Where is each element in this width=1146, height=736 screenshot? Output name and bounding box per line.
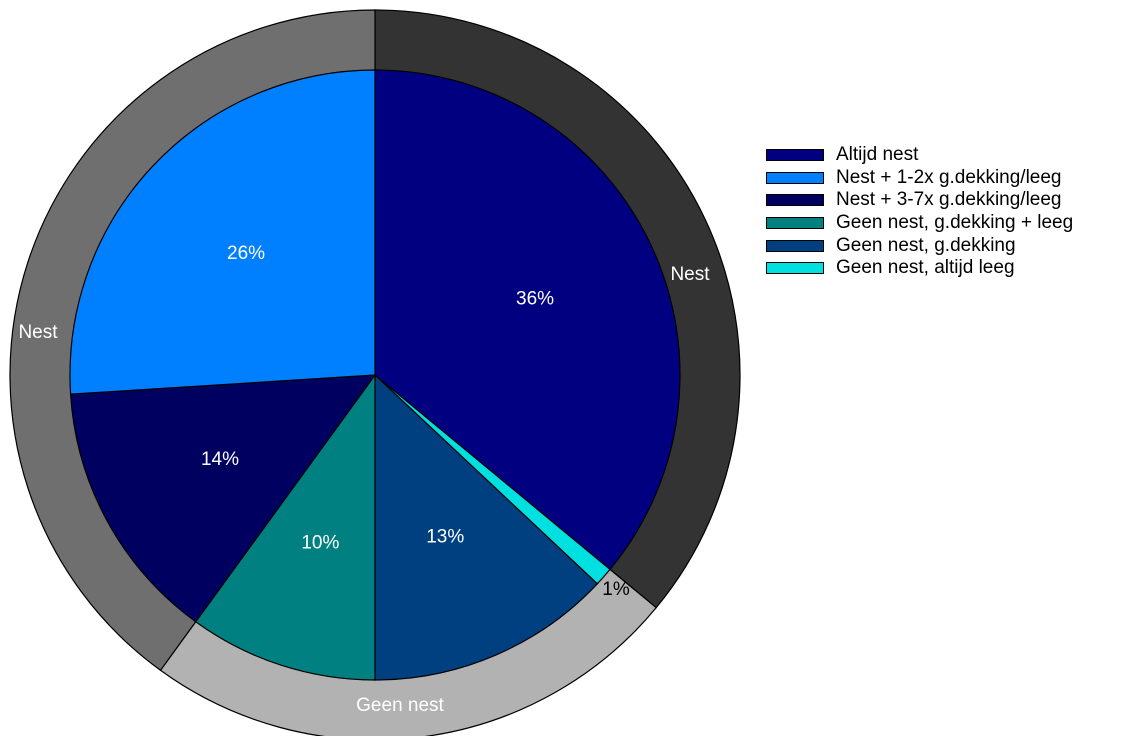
pie-slice	[69, 69, 376, 395]
data-label: 1%	[602, 579, 630, 600]
legend-swatch	[766, 171, 824, 184]
legend-item: Nest + 1-2x g.dekking/leeg	[766, 167, 1073, 190]
data-label: 10%	[301, 532, 339, 553]
outer-ring-label: Nest	[18, 322, 58, 343]
outer-ring-label: Nest	[670, 264, 710, 285]
legend-label: Geen nest, g.dekking + leeg	[836, 212, 1074, 234]
pie-slice	[69, 374, 377, 623]
data-label: 13%	[426, 526, 464, 547]
inner-pie	[69, 69, 681, 681]
legend-item: Nest + 3-7x g.dekking/leeg	[766, 189, 1073, 212]
legend-label: Nest + 3-7x g.dekking/leeg	[836, 189, 1062, 211]
legend-swatch	[766, 239, 824, 252]
data-label: 36%	[516, 289, 554, 310]
legend-swatch	[766, 217, 824, 230]
legend-label: Altijd nest	[836, 144, 919, 166]
legend-item: Altijd nest	[766, 144, 1073, 167]
legend-swatch	[766, 149, 824, 162]
legend-item: Geen nest, g.dekking	[766, 234, 1073, 257]
legend: Altijd nest Nest + 1-2x g.dekking/leeg N…	[766, 144, 1073, 280]
legend-item: Geen nest, altijd leeg	[766, 257, 1073, 280]
data-label: 26%	[227, 243, 265, 264]
legend-swatch	[766, 194, 824, 207]
legend-swatch	[766, 262, 824, 275]
legend-item: Geen nest, g.dekking + leeg	[766, 212, 1073, 235]
pie-slice	[374, 69, 681, 571]
pie-slice	[374, 373, 599, 681]
outer-ring-label: Geen nest	[356, 695, 444, 716]
legend-label: Nest + 1-2x g.dekking/leeg	[836, 166, 1062, 188]
data-label: 14%	[201, 449, 239, 470]
legend-label: Geen nest, altijd leeg	[836, 257, 1015, 279]
legend-label: Geen nest, g.dekking	[836, 234, 1016, 256]
pie-slice	[194, 373, 376, 681]
data-labels: 36% 26% 14% 10% 13% 1% Nest Geen nest Nest	[18, 243, 710, 716]
